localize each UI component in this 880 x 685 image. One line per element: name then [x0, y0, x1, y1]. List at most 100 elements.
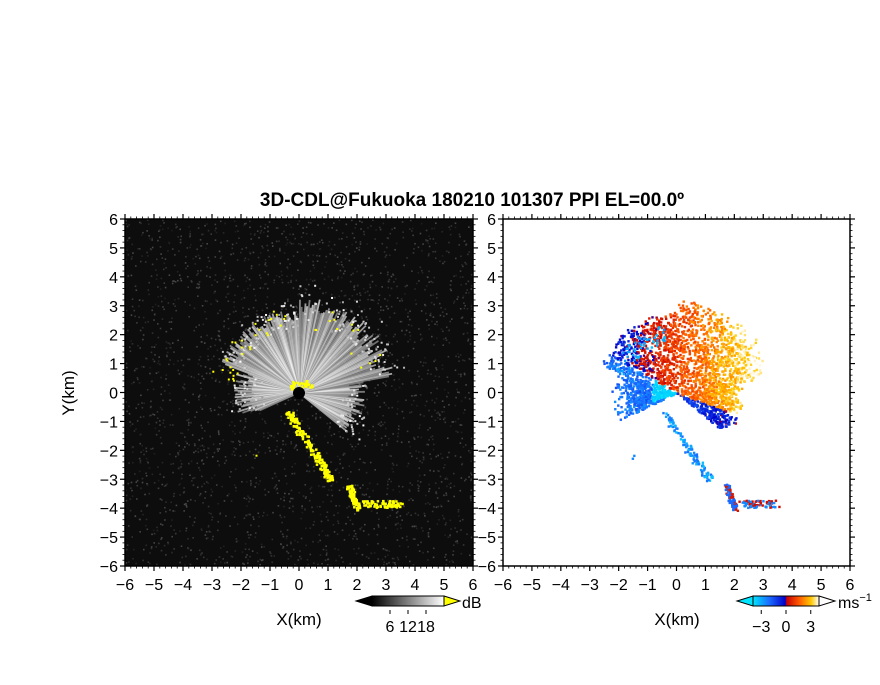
noise-pixel: [446, 313, 448, 315]
noise-pixel: [218, 434, 220, 436]
noise-pixel: [224, 500, 226, 502]
noise-pixel: [409, 319, 411, 321]
noise-pixel: [416, 528, 418, 530]
noise-pixel: [323, 223, 325, 225]
noise-pixel: [177, 452, 179, 454]
noise-pixel: [175, 310, 177, 312]
noise-pixel: [175, 224, 177, 226]
noise-pixel: [189, 359, 191, 361]
noise-pixel: [420, 267, 422, 269]
noise-pixel: [253, 307, 255, 309]
noise-pixel: [300, 244, 302, 246]
noise-pixel: [418, 451, 420, 453]
echo-edge-pixel: [347, 404, 349, 406]
strong-echo: [352, 330, 354, 332]
noise-pixel: [250, 233, 252, 235]
noise-pixel: [409, 490, 411, 492]
velocity-pixel: [693, 380, 695, 382]
noise-pixel: [277, 492, 279, 494]
noise-pixel: [137, 480, 139, 482]
noise-pixel: [160, 393, 162, 395]
noise-pixel: [418, 490, 420, 492]
noise-pixel: [236, 242, 238, 244]
noise-pixel: [306, 463, 308, 465]
noise-pixel: [416, 283, 418, 285]
noise-pixel: [153, 389, 155, 391]
noise-pixel: [187, 286, 189, 288]
noise-pixel: [226, 551, 228, 553]
noise-pixel: [297, 294, 299, 296]
noise-pixel: [442, 263, 444, 265]
noise-pixel: [348, 534, 350, 536]
noise-pixel: [457, 391, 459, 393]
velocity-pixel: [631, 362, 633, 364]
noise-pixel: [195, 256, 197, 258]
noise-pixel: [268, 447, 270, 449]
strong-echo: [255, 334, 257, 336]
noise-pixel: [244, 275, 246, 277]
noise-pixel: [389, 279, 391, 281]
noise-pixel: [420, 334, 422, 336]
strong-echo: [299, 434, 302, 437]
noise-pixel: [384, 364, 386, 366]
noise-pixel: [218, 330, 220, 332]
noise-pixel: [233, 451, 235, 453]
noise-pixel: [432, 435, 434, 437]
noise-pixel: [442, 368, 444, 370]
echo-edge-pixel: [249, 327, 251, 329]
noise-pixel: [185, 262, 187, 264]
noise-pixel: [179, 229, 181, 231]
noise-pixel: [355, 536, 357, 538]
noise-pixel: [237, 259, 239, 261]
noise-pixel: [467, 323, 469, 325]
strong-echo: [326, 472, 329, 475]
noise-pixel: [287, 436, 289, 438]
noise-pixel: [429, 427, 431, 429]
noise-pixel: [283, 496, 285, 498]
noise-pixel: [356, 538, 358, 540]
noise-pixel: [228, 328, 230, 330]
noise-pixel: [188, 424, 190, 426]
noise-pixel: [449, 342, 451, 344]
noise-pixel: [281, 271, 283, 273]
noise-pixel: [351, 274, 353, 276]
noise-pixel: [133, 549, 135, 551]
echo-edge-pixel: [345, 398, 347, 400]
noise-pixel: [212, 456, 214, 458]
noise-pixel: [308, 284, 310, 286]
noise-pixel: [461, 264, 463, 266]
noise-pixel: [425, 503, 427, 505]
noise-pixel: [244, 297, 246, 299]
noise-pixel: [194, 263, 196, 265]
echo-edge-pixel: [292, 326, 294, 328]
echo-edge-pixel: [292, 321, 294, 323]
strong-echo: [304, 385, 307, 388]
noise-pixel: [254, 457, 256, 459]
echo-edge-pixel: [256, 380, 258, 382]
noise-pixel: [433, 238, 435, 240]
noise-pixel: [458, 374, 460, 376]
noise-pixel: [390, 455, 392, 457]
noise-pixel: [201, 376, 203, 378]
noise-pixel: [470, 489, 472, 491]
velocity-pixel: [750, 364, 752, 366]
noise-pixel: [158, 356, 160, 358]
noise-pixel: [195, 326, 197, 328]
noise-pixel: [468, 476, 470, 478]
echo-edge-pixel: [337, 421, 339, 423]
noise-pixel: [319, 288, 321, 290]
noise-pixel: [367, 319, 369, 321]
velocity-pixel: [708, 357, 710, 359]
noise-pixel: [180, 460, 182, 462]
noise-pixel: [228, 293, 230, 295]
noise-pixel: [143, 366, 145, 368]
noise-pixel: [374, 248, 376, 250]
noise-pixel: [236, 538, 238, 540]
noise-pixel: [418, 467, 420, 469]
noise-pixel: [180, 467, 182, 469]
noise-pixel: [169, 509, 171, 511]
echo-edge-pixel: [362, 385, 364, 387]
echo-edge-pixel: [339, 311, 341, 313]
noise-pixel: [455, 356, 457, 358]
